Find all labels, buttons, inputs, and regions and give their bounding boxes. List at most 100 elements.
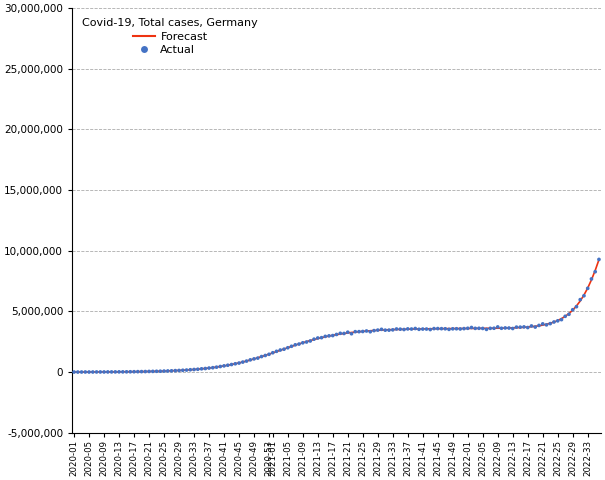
Point [186, 366, 195, 373]
Point [106, 368, 116, 376]
Point [568, 306, 578, 313]
Point [541, 321, 551, 329]
Point [485, 324, 495, 332]
Point [200, 365, 210, 372]
Point [88, 368, 97, 376]
Point [316, 334, 326, 341]
Point [268, 349, 278, 357]
Point [335, 329, 345, 337]
Point [111, 368, 120, 376]
Point [204, 364, 214, 372]
Point [148, 368, 158, 375]
Point [504, 324, 514, 332]
Point [290, 341, 300, 348]
Point [103, 368, 113, 376]
Point [84, 368, 94, 376]
Point [474, 324, 484, 332]
Point [471, 324, 480, 332]
Point [388, 326, 397, 334]
Point [456, 325, 465, 333]
Point [249, 355, 259, 363]
Point [497, 324, 506, 332]
Point [231, 360, 240, 368]
Point [215, 363, 225, 371]
Point [523, 324, 532, 331]
Point [391, 325, 401, 333]
Point [452, 325, 462, 333]
Point [549, 318, 559, 326]
Point [223, 361, 233, 369]
Point [384, 326, 394, 334]
Point [171, 367, 180, 374]
Point [564, 311, 574, 318]
Point [73, 368, 83, 376]
Point [92, 368, 102, 376]
Point [531, 323, 540, 331]
Point [163, 367, 172, 375]
Point [96, 368, 105, 376]
Point [444, 325, 454, 333]
Point [137, 368, 146, 375]
Point [253, 354, 263, 362]
Point [350, 328, 360, 336]
Point [257, 353, 266, 360]
Point [328, 332, 338, 339]
Point [594, 255, 604, 263]
Point [478, 324, 488, 332]
Point [279, 345, 289, 353]
Point [440, 325, 450, 333]
Point [246, 356, 255, 364]
Point [182, 366, 191, 374]
Point [519, 323, 529, 331]
Point [324, 332, 334, 340]
Point [493, 323, 503, 331]
Point [373, 326, 382, 334]
Point [298, 339, 307, 347]
Point [557, 316, 566, 324]
Point [129, 368, 139, 375]
Point [433, 325, 443, 333]
Point [241, 357, 251, 365]
Point [144, 368, 154, 375]
Point [287, 342, 296, 350]
Point [526, 322, 536, 330]
Point [459, 325, 469, 333]
Point [189, 366, 199, 373]
Point [381, 326, 390, 334]
Point [332, 331, 341, 338]
Point [80, 368, 90, 376]
Point [238, 358, 247, 366]
Point [125, 368, 135, 376]
Point [77, 368, 87, 376]
Point [152, 368, 162, 375]
Point [283, 344, 293, 351]
Point [140, 368, 150, 375]
Point [399, 326, 409, 334]
Point [365, 328, 375, 336]
Point [414, 325, 424, 333]
Point [463, 324, 473, 332]
Point [590, 268, 600, 276]
Point [587, 275, 597, 283]
Point [309, 336, 319, 343]
Point [482, 325, 491, 333]
Point [377, 325, 387, 333]
Point [489, 324, 499, 332]
Point [302, 338, 312, 346]
Point [579, 292, 589, 300]
Point [560, 312, 570, 320]
Point [339, 330, 349, 337]
Point [167, 367, 177, 375]
Point [114, 368, 124, 376]
Point [437, 325, 446, 333]
Point [466, 324, 476, 331]
Point [512, 324, 522, 331]
Point [313, 334, 322, 342]
Point [429, 325, 439, 333]
Point [448, 325, 457, 333]
Point [264, 350, 274, 358]
Point [534, 322, 544, 329]
Point [272, 348, 281, 355]
Point [193, 365, 203, 373]
Point [369, 327, 379, 335]
